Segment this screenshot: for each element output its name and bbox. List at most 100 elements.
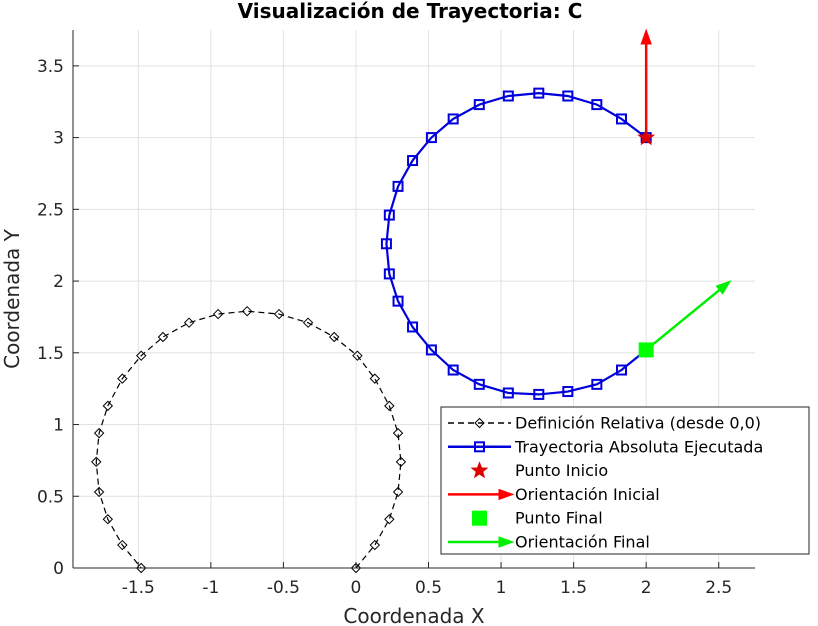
axes (72, 30, 755, 569)
legend-arrow-head (498, 536, 515, 548)
end-point-marker (638, 342, 654, 358)
legend-label: Orientación Inicial (515, 485, 660, 504)
series-1-point (562, 386, 574, 398)
x-tick-label: -1.5 (122, 578, 155, 598)
series-1-point (425, 344, 437, 356)
series-1-point (392, 295, 404, 307)
series-0-point (157, 331, 169, 343)
legend-label: Orientación Final (515, 533, 650, 552)
legend: Definición Relativa (desde 0,0) Trayector… (440, 406, 810, 555)
series-0-point (241, 305, 253, 317)
series-0-point (392, 486, 404, 498)
series-0-point (273, 308, 285, 320)
series-1-point (591, 378, 603, 390)
chart-title: Visualización de Trayectoria: C (238, 0, 583, 23)
x-tick-label: 0 (351, 578, 362, 598)
orientation-arrow-0 (640, 28, 652, 138)
series-1-point (425, 132, 437, 144)
x-tick-label: 2 (641, 578, 652, 598)
x-tick-label: -1 (202, 578, 219, 598)
series-0-point (350, 562, 362, 574)
series-0-point (183, 317, 195, 328)
series-0-point (135, 350, 147, 361)
legend-label: Punto Inicio (515, 461, 608, 480)
legend-entry: Definición Relativa (desde 0,0) (448, 414, 761, 433)
series-0-point (352, 350, 363, 361)
series-1-point (383, 209, 395, 221)
legend-box (440, 406, 810, 555)
x-tick-label: 1.5 (560, 578, 587, 598)
series-0-point (384, 400, 395, 412)
tick-labels: -1.5 -1 -0.5 0 0.5 1 1.5 2 2.5 0 0.5 1 1.5 2 2.5 3 3.5 (37, 57, 732, 598)
series-1-point (616, 113, 628, 125)
legend-entry: Orientación Final (448, 533, 650, 552)
x-tick-label: 0.5 (415, 578, 442, 598)
orientation-arrow-1 (645, 280, 732, 351)
legend-marker (474, 417, 485, 429)
x-tick-label: 2.5 (705, 578, 732, 598)
y-axis-label: Coordenada Y (0, 228, 24, 369)
legend-marker (472, 510, 487, 526)
y-tick-label: 0.5 (37, 487, 64, 507)
series-0-point (395, 456, 407, 468)
y-tick-label: 0 (53, 559, 64, 579)
series-0-point (369, 539, 381, 551)
series-1-point (616, 364, 628, 376)
x-axis-label: Coordenada X (343, 604, 485, 626)
series-0-point (117, 373, 128, 384)
series-1-point (533, 388, 545, 400)
legend-entry: Punto Inicio (470, 461, 608, 480)
legend-label: Trayectoria Absoluta Ejecutada (514, 437, 763, 456)
series-0-point (384, 514, 395, 525)
legend-marker (474, 441, 485, 453)
x-tick-label: -0.5 (267, 578, 300, 598)
legend-arrow-head (498, 488, 515, 501)
series-1-point (533, 87, 545, 99)
series-1-point (473, 99, 485, 111)
legend-entry: Orientación Inicial (448, 485, 660, 504)
y-tick-label: 2.5 (37, 200, 64, 220)
series-0-point (102, 400, 114, 412)
legend-arrow (448, 488, 515, 501)
x-tick-label: 1 (496, 578, 507, 598)
legend-entry: Punto Final (472, 509, 603, 528)
y-tick-label: 1.5 (37, 344, 64, 364)
series-0-point (302, 317, 314, 328)
y-tick-label: 3.5 (37, 57, 64, 77)
legend-arrow (448, 536, 515, 548)
series-0-point (392, 427, 404, 439)
orientation-arrow-1-head (715, 280, 732, 295)
series-0-point (102, 514, 114, 525)
series-0-line (95, 310, 402, 569)
legend-entry: Trayectoria Absoluta Ejecutada (448, 437, 763, 456)
series-1-point (392, 180, 404, 192)
series-0-point (91, 456, 102, 468)
series-1-point (447, 113, 459, 125)
orientation-arrow-0-head (640, 28, 652, 45)
start-point-marker (637, 128, 656, 146)
series-1-point (591, 99, 603, 111)
series-1-point (380, 238, 392, 250)
series-1-point (383, 268, 395, 280)
plot-content (91, 28, 732, 574)
legend-marker (470, 461, 489, 479)
series-1-point (407, 321, 419, 333)
series-1-point (502, 387, 514, 399)
series-1-line (385, 92, 647, 396)
orientation-arrow-1-shaft (645, 288, 721, 351)
series-0-point (93, 486, 105, 498)
series-1-point (407, 155, 419, 167)
series-1-point (502, 90, 514, 102)
y-tick-label: 2 (53, 272, 64, 292)
series-0-point (369, 373, 381, 384)
series-0-point (117, 539, 128, 551)
y-tick-label: 3 (53, 129, 64, 149)
series-1-point (473, 378, 485, 390)
series-1-point (562, 90, 574, 102)
series-0-point (328, 331, 340, 343)
series-0-point (93, 427, 105, 439)
legend-label: Definición Relativa (desde 0,0) (515, 414, 761, 433)
legend-label: Punto Final (515, 509, 603, 528)
y-tick-label: 1 (53, 416, 64, 436)
